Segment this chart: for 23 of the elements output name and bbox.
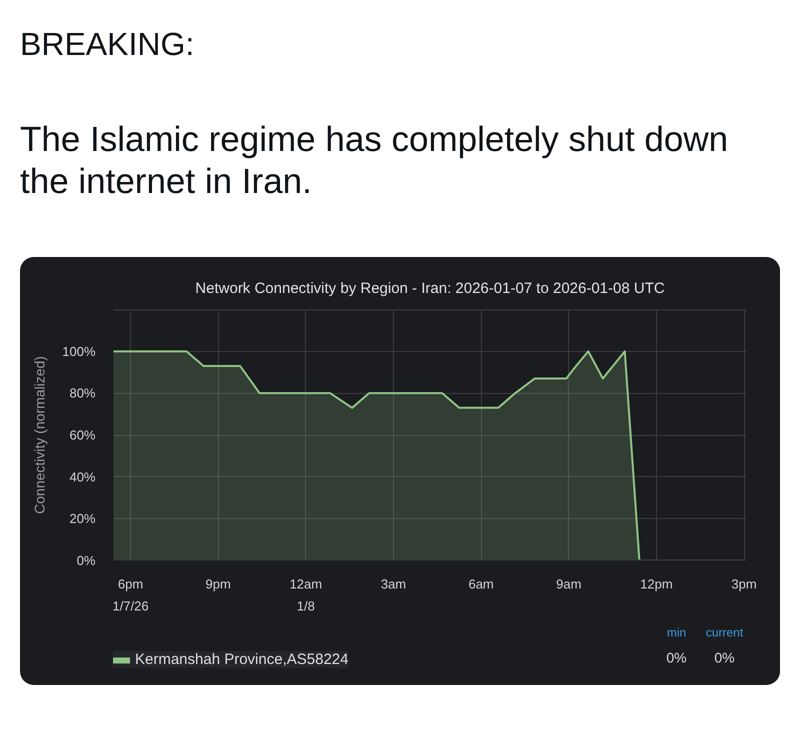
x-tick-label: 3am bbox=[380, 576, 406, 592]
x-tick-label: 6pm 1/7/26 bbox=[112, 576, 149, 614]
chart-title: Network Connectivity by Region - Iran: 2026-01-07 to 2026-01-08 UTC bbox=[195, 280, 665, 297]
text: The Islamic regime has completely shut down the internet in Iran. bbox=[20, 119, 730, 203]
text: 0% bbox=[714, 650, 735, 666]
x-tick-label: 3pm bbox=[731, 576, 757, 592]
x-tick-label: 9am bbox=[556, 576, 582, 592]
x-tick-label: 12am 1/8 bbox=[290, 576, 322, 614]
y-tick-label: 100% bbox=[62, 344, 96, 359]
y-tick-label: 0% bbox=[76, 553, 96, 568]
text: current bbox=[706, 626, 744, 640]
text: min bbox=[666, 626, 686, 640]
x-tick-label: 9pm bbox=[206, 576, 231, 592]
y-tick-label: 60% bbox=[69, 428, 96, 442]
x-tick-label: 6am bbox=[468, 576, 494, 592]
text: 0% bbox=[666, 650, 687, 666]
text: BREAKING: bbox=[20, 26, 196, 62]
y-tick-label: 40% bbox=[69, 469, 96, 484]
y-tick-label: 20% bbox=[69, 511, 96, 526]
x-tick-label: 12pm bbox=[640, 576, 673, 592]
legend-label: Kermanshah Province,AS58224 bbox=[135, 651, 348, 668]
y-tick-label: 80% bbox=[69, 386, 96, 401]
y-axis-title: Connectivity (normalized) bbox=[31, 356, 48, 514]
